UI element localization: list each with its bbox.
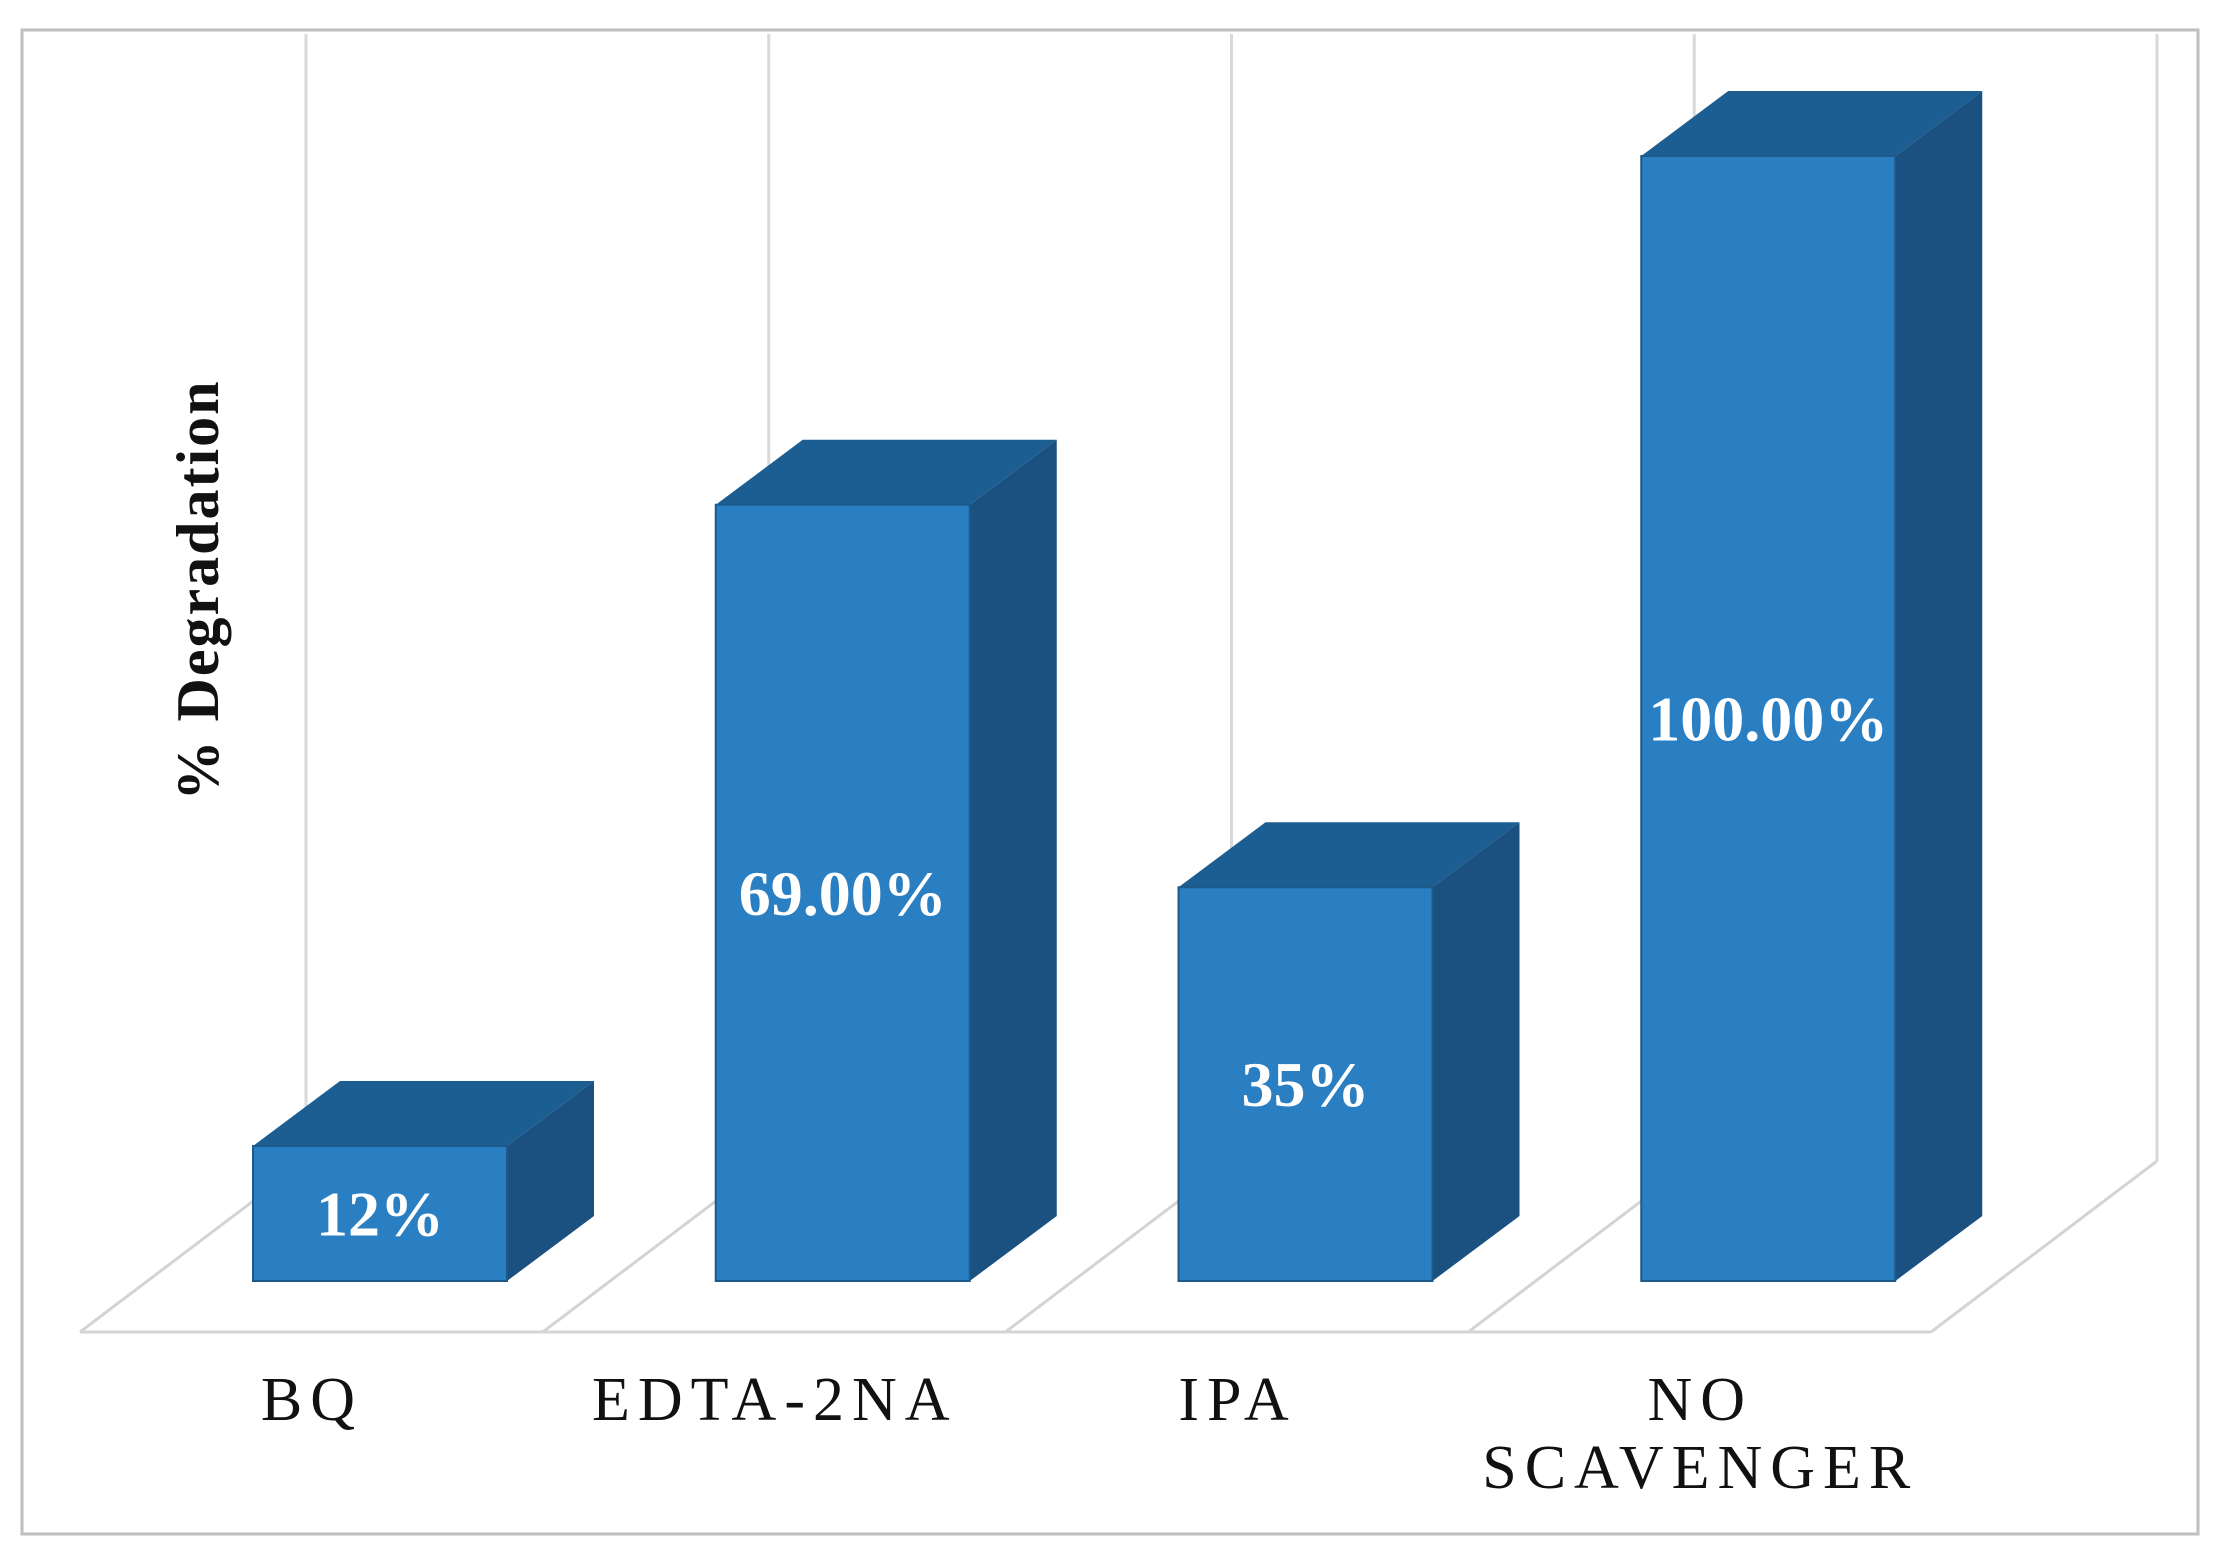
bar-front-face	[714, 503, 971, 1282]
category-label-line: EDTA-2NA	[592, 1366, 958, 1434]
bar-side-face	[969, 439, 1057, 1281]
category-label-line: SCAVENGER	[1482, 1434, 1918, 1502]
bar-data-label: 35%	[1242, 1049, 1370, 1120]
category-label: IPA	[1178, 1366, 1296, 1434]
bar-no-scavenger: 100.00%	[1640, 91, 1983, 1282]
floor-diagonal-line	[1930, 1159, 2158, 1334]
bar-top-face	[1641, 91, 1983, 156]
bar-side-face	[1432, 822, 1520, 1281]
category-label: EDTA-2NA	[592, 1366, 958, 1434]
bar-bq: 12%	[252, 1081, 594, 1282]
bar-side-face	[507, 1081, 594, 1281]
bar-ipa: 35%	[1177, 822, 1520, 1282]
y-axis-title: % Degradation	[165, 380, 231, 801]
bar-front-face	[252, 1145, 508, 1282]
bar-data-label: 100.00%	[1648, 684, 1888, 755]
bar-edta-2na: 69.00%	[714, 439, 1057, 1282]
bar-data-label: 12%	[316, 1179, 444, 1250]
bar-data-label: 69.00%	[739, 858, 947, 929]
bar-front-face	[1640, 155, 1897, 1282]
category-label-line: IPA	[1178, 1366, 1296, 1434]
figure-border	[20, 28, 2200, 1536]
bar-top-face	[253, 1081, 594, 1146]
bar-front-face	[1177, 886, 1434, 1282]
category-label-line: BQ	[261, 1366, 363, 1434]
category-label: BQ	[261, 1366, 363, 1434]
category-label-line: NO	[1647, 1366, 1753, 1434]
bar-top-face	[715, 439, 1057, 505]
bar-side-face	[1895, 91, 1983, 1281]
bar-top-face	[1178, 822, 1520, 888]
